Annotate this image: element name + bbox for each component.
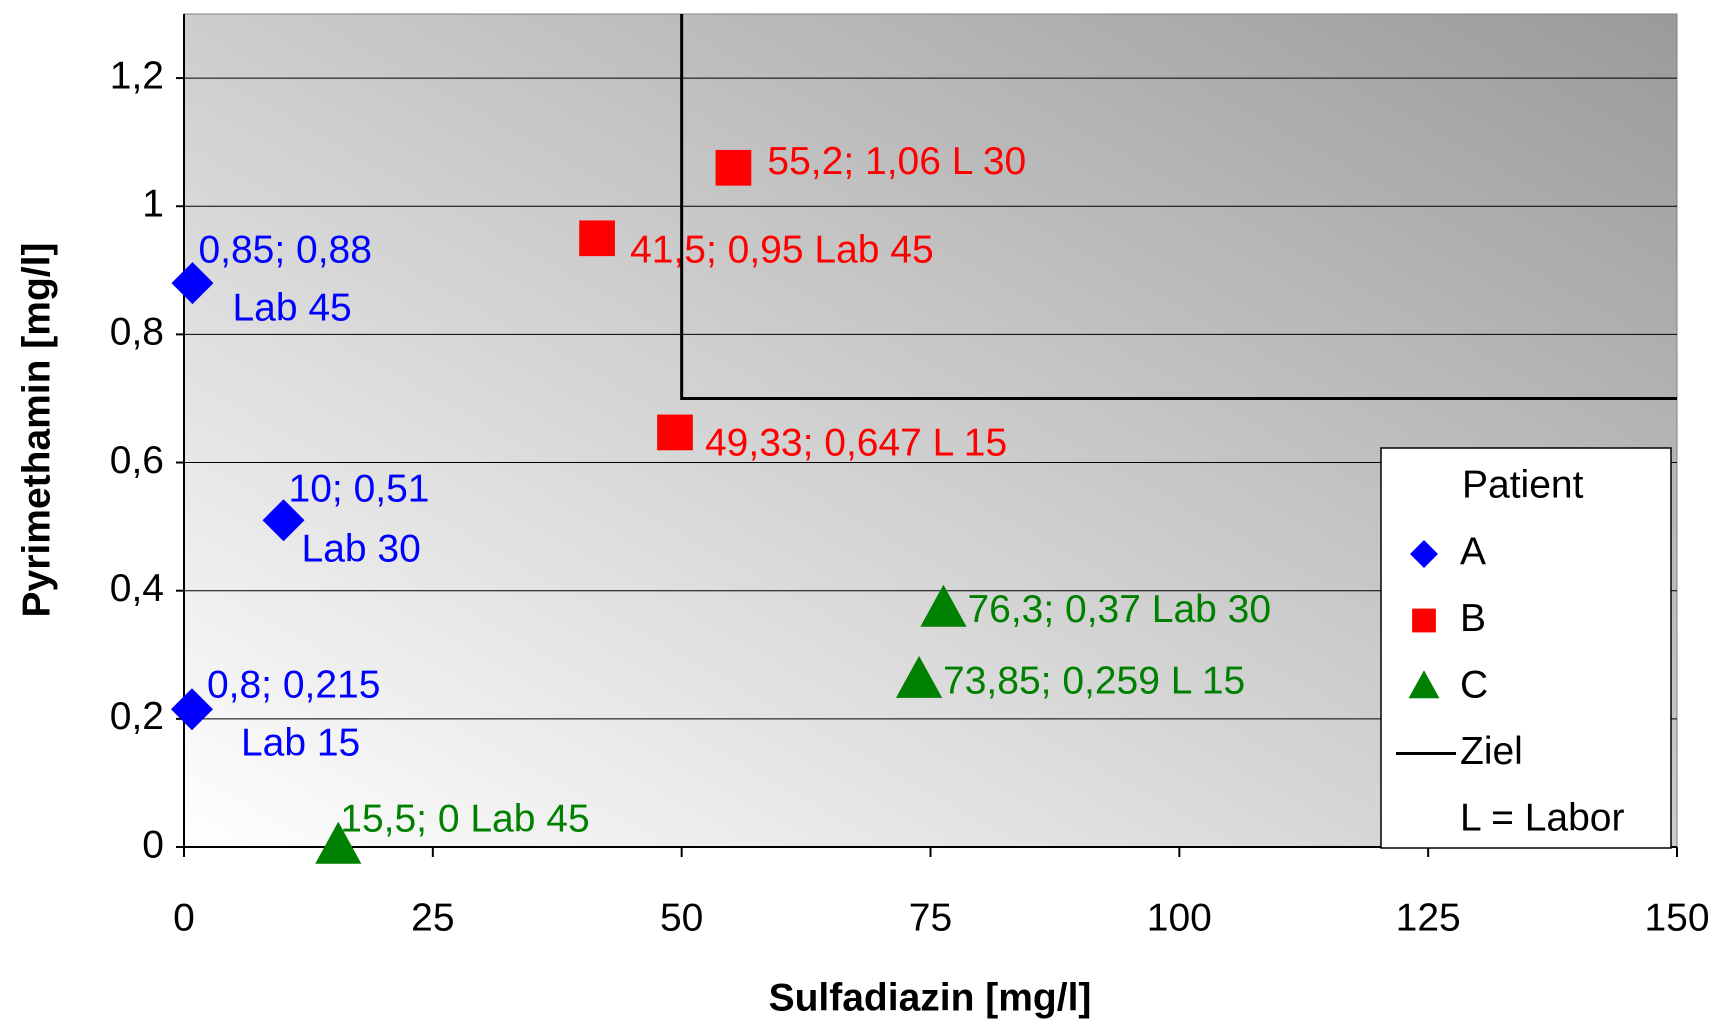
marker-triangle [895, 655, 943, 698]
x-tick-label: 100 [1147, 896, 1212, 939]
marker-diamond [262, 499, 305, 542]
data-label: 10; 0,51 [289, 468, 430, 511]
marker-square [715, 149, 752, 186]
data-label: 76,3; 0,37 Lab 30 [967, 588, 1271, 631]
legend-label: C [1460, 663, 1488, 706]
x-tick-label: 0 [173, 896, 195, 939]
marker-square [657, 414, 693, 451]
data-label: 41,5; 0,95 Lab 45 [630, 229, 934, 272]
data-label: 55,2; 1,06 L 30 [767, 140, 1026, 183]
y-tick-label: 0,8 [110, 311, 164, 354]
legend-note: L = Labor [1460, 796, 1624, 839]
marker-diamond [170, 688, 213, 731]
y-tick-label: 1 [142, 183, 164, 226]
data-label: 49,33; 0,647 L 15 [705, 422, 1007, 465]
marker-diamond [1410, 540, 1438, 568]
x-tick-label: 150 [1644, 896, 1709, 939]
marker-square [1412, 608, 1436, 633]
data-label: 0,85; 0,88 [198, 228, 371, 271]
marker-triangle [920, 584, 967, 627]
data-label: Lab 15 [241, 722, 360, 765]
x-axis-title: Sulfadiazin [mg/l] [769, 976, 1092, 1019]
y-tick-label: 0,2 [110, 695, 164, 738]
y-tick-label: 0,4 [110, 567, 164, 610]
legend-label: A [1460, 530, 1486, 573]
y-tick-label: 0,6 [110, 439, 164, 482]
y-tick-label: 0 [142, 823, 164, 866]
x-tick-label: 25 [411, 896, 454, 939]
legend-label: Ziel [1460, 730, 1523, 773]
data-label: 73,85; 0,259 L 15 [943, 659, 1245, 702]
marker-square [579, 220, 615, 257]
x-tick-label: 125 [1396, 896, 1461, 939]
legend-box [1380, 447, 1672, 849]
marker-triangle [1408, 670, 1440, 699]
data-label: 15,5; 0 Lab 45 [340, 797, 589, 840]
data-label: 0,8; 0,215 [207, 664, 380, 707]
legend-label: B [1460, 597, 1486, 640]
data-label: Lab 30 [302, 528, 421, 571]
y-axis-title: Pyrimethamin [mg/l] [15, 243, 58, 618]
legend-title: Patient [1462, 463, 1584, 506]
data-label: Lab 45 [232, 286, 351, 329]
x-tick-label: 75 [909, 896, 952, 939]
marker-diamond [171, 262, 214, 305]
y-tick-label: 1,2 [110, 54, 164, 97]
x-tick-label: 50 [660, 896, 703, 939]
target-line [680, 14, 1677, 400]
marker-triangle [315, 821, 362, 864]
